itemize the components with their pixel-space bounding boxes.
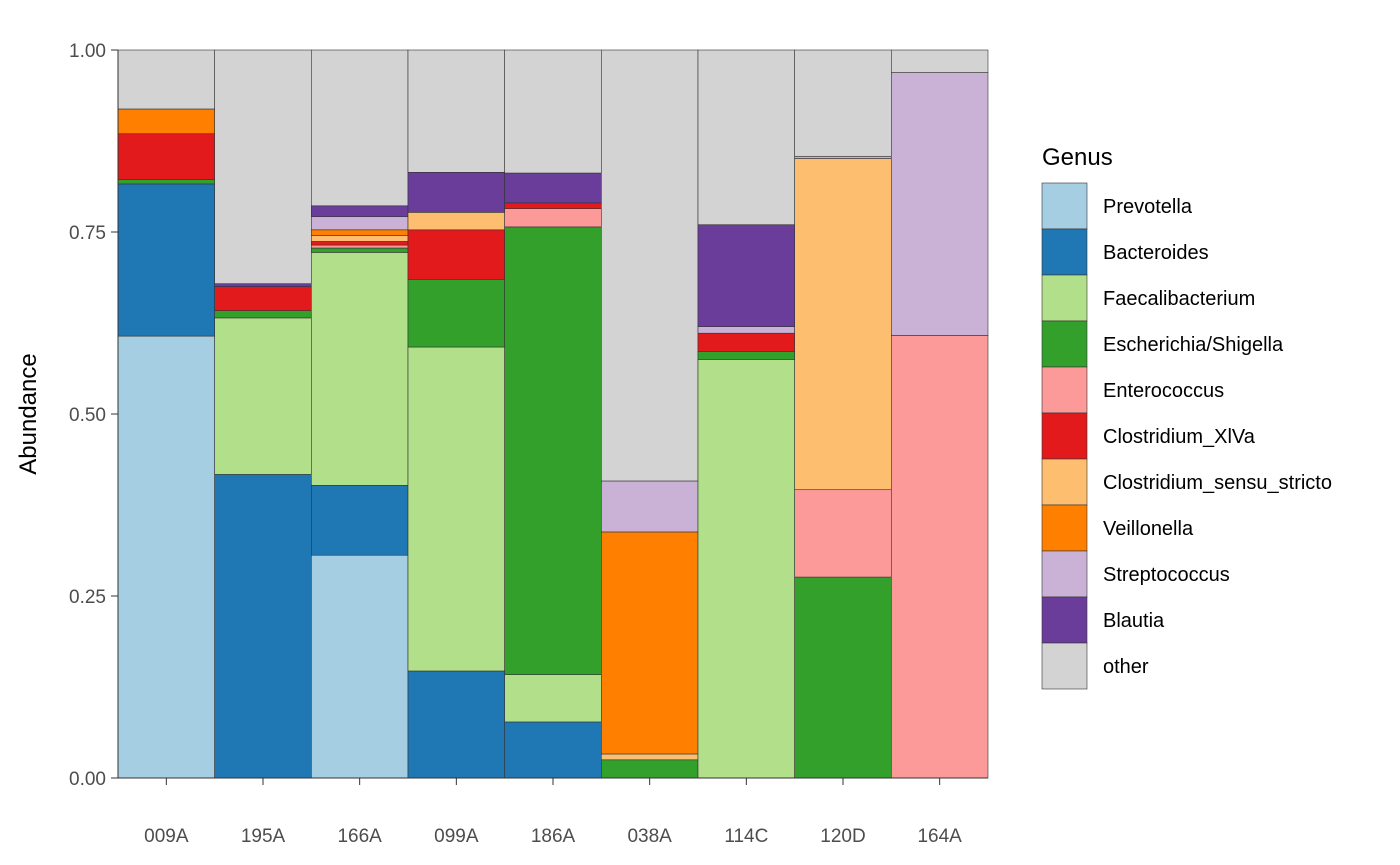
- y-tick-label-0: 0.00: [69, 769, 106, 790]
- bar-segment-195A-3: [214, 310, 312, 319]
- bar-segment-009A-5: [117, 133, 215, 180]
- legend-label-5: Clostridium_XlVa: [1103, 426, 1256, 448]
- bar-segment-114C-10: [697, 49, 795, 226]
- y-tick-label-2: 0.50: [69, 405, 106, 426]
- bar-segment-009A-1: [117, 183, 215, 337]
- bar-segment-195A-10: [214, 49, 312, 284]
- bar-segment-186A-5: [504, 202, 602, 210]
- bar-segment-166A-9: [311, 205, 409, 218]
- legend-key-0: [1041, 182, 1088, 230]
- bar-segment-120D-8: [794, 155, 892, 159]
- bar-segment-038A-7: [601, 531, 699, 755]
- bar-segment-186A-10: [504, 49, 602, 174]
- legend-key-9: [1041, 596, 1088, 644]
- bar-segment-120D-10: [794, 49, 892, 157]
- bar-segment-114C-5: [697, 332, 795, 352]
- bar-segment-166A-7: [311, 229, 409, 236]
- legend-key-10: [1041, 642, 1088, 690]
- bar-segment-166A-2: [311, 252, 409, 486]
- bar-segment-186A-9: [504, 172, 602, 204]
- legend-label-2: Faecalibacterium: [1103, 288, 1255, 310]
- bar-segment-164A-8: [891, 72, 989, 336]
- bar-segment-166A-3: [311, 247, 409, 253]
- legend-label-10: other: [1103, 656, 1149, 678]
- bar-segment-009A-10: [117, 49, 215, 110]
- bar-segment-038A-8: [601, 480, 699, 533]
- x-tick-label-6: 114C: [724, 826, 768, 847]
- bar-segment-038A-10: [601, 49, 699, 482]
- legend-key-2: [1041, 274, 1088, 322]
- legend-key-1: [1041, 228, 1088, 276]
- bar-segment-114C-2: [697, 359, 795, 779]
- x-tick-label-4: 186A: [531, 826, 576, 847]
- bar-segment-120D-3: [794, 576, 892, 779]
- legend-key-4: [1041, 366, 1088, 414]
- y-axis: 0.00 0.25 0.50 0.75 1.00: [69, 41, 119, 790]
- legend-label-0: Prevotella: [1103, 196, 1193, 218]
- bar-segment-099A-2: [407, 346, 505, 672]
- bar-segment-120D-6: [794, 158, 892, 491]
- bar-segment-164A-10: [891, 49, 989, 73]
- bar-segment-099A-3: [407, 279, 505, 348]
- bar-segment-099A-5: [407, 229, 505, 280]
- bar-segment-038A-3: [601, 759, 699, 779]
- bar-segment-186A-2: [504, 674, 602, 723]
- legend-key-7: [1041, 504, 1088, 552]
- bar-segment-186A-3: [504, 226, 602, 675]
- x-tick-label-7: 120D: [820, 826, 865, 847]
- bar-segment-166A-8: [311, 216, 409, 231]
- bar-segment-195A-9: [214, 283, 312, 287]
- bar-segment-186A-1: [504, 721, 602, 779]
- legend-label-4: Enterococcus: [1103, 380, 1224, 402]
- legend-key-3: [1041, 320, 1088, 368]
- bar-segment-114C-8: [697, 326, 795, 334]
- bar-segment-099A-10: [407, 49, 505, 173]
- bar-segment-009A-3: [117, 179, 215, 185]
- legend-label-3: Escherichia/Shigella: [1103, 334, 1284, 356]
- bar-segment-195A-1: [214, 474, 312, 779]
- bar-segment-166A-5: [311, 241, 409, 246]
- x-tick-label-5: 038A: [627, 826, 672, 847]
- bar-segment-099A-1: [407, 670, 505, 779]
- legend-label-6: Clostridium_sensu_stricto: [1103, 472, 1332, 494]
- legend-title: Genus: [1042, 144, 1113, 171]
- y-axis-title: Abundance: [15, 353, 42, 474]
- bar-segment-186A-4: [504, 208, 602, 228]
- x-tick-label-2: 166A: [337, 826, 382, 847]
- bar-segment-195A-5: [214, 286, 312, 311]
- bar-segment-195A-2: [214, 317, 312, 475]
- y-tick-label-4: 1.00: [69, 41, 106, 62]
- legend-key-8: [1041, 550, 1088, 598]
- bar-segment-038A-6: [601, 753, 699, 761]
- x-tick-label-0: 009A: [144, 826, 189, 847]
- bar-segment-099A-9: [407, 172, 505, 213]
- legend-label-8: Streptococcus: [1103, 564, 1230, 586]
- x-tick-label-8: 164A: [917, 826, 962, 847]
- legend-label-9: Blautia: [1103, 610, 1165, 632]
- bar-segment-166A-0: [311, 554, 409, 779]
- bar-segment-009A-7: [117, 108, 215, 135]
- legend-label-1: Bacteroides: [1103, 242, 1209, 264]
- legend-key-5: [1041, 412, 1088, 460]
- bar-segment-166A-4: [311, 244, 409, 249]
- bar-segment-164A-4: [891, 335, 989, 779]
- plot-area: [117, 49, 989, 779]
- legend-label-7: Veillonella: [1103, 518, 1194, 540]
- bar-segment-166A-6: [311, 235, 409, 242]
- bar-segment-009A-0: [117, 335, 215, 779]
- bar-segment-099A-6: [407, 212, 505, 231]
- bar-segment-166A-1: [311, 485, 409, 556]
- y-tick-label-3: 0.75: [69, 223, 106, 244]
- bar-segment-114C-9: [697, 224, 795, 327]
- x-axis: 009A 195A 166A 099A 186A 038A 114C 120D 164A: [118, 777, 988, 847]
- legend: Genus Prevotella Bacteroides Faecalibacter…: [1041, 144, 1332, 690]
- x-tick-label-3: 099A: [434, 826, 479, 847]
- bar-segment-114C-3: [697, 351, 795, 360]
- y-tick-label-1: 0.25: [69, 587, 106, 608]
- legend-key-6: [1041, 458, 1088, 506]
- bar-segment-166A-10: [311, 49, 409, 207]
- bar-segment-120D-4: [794, 489, 892, 578]
- x-tick-label-1: 195A: [241, 826, 286, 847]
